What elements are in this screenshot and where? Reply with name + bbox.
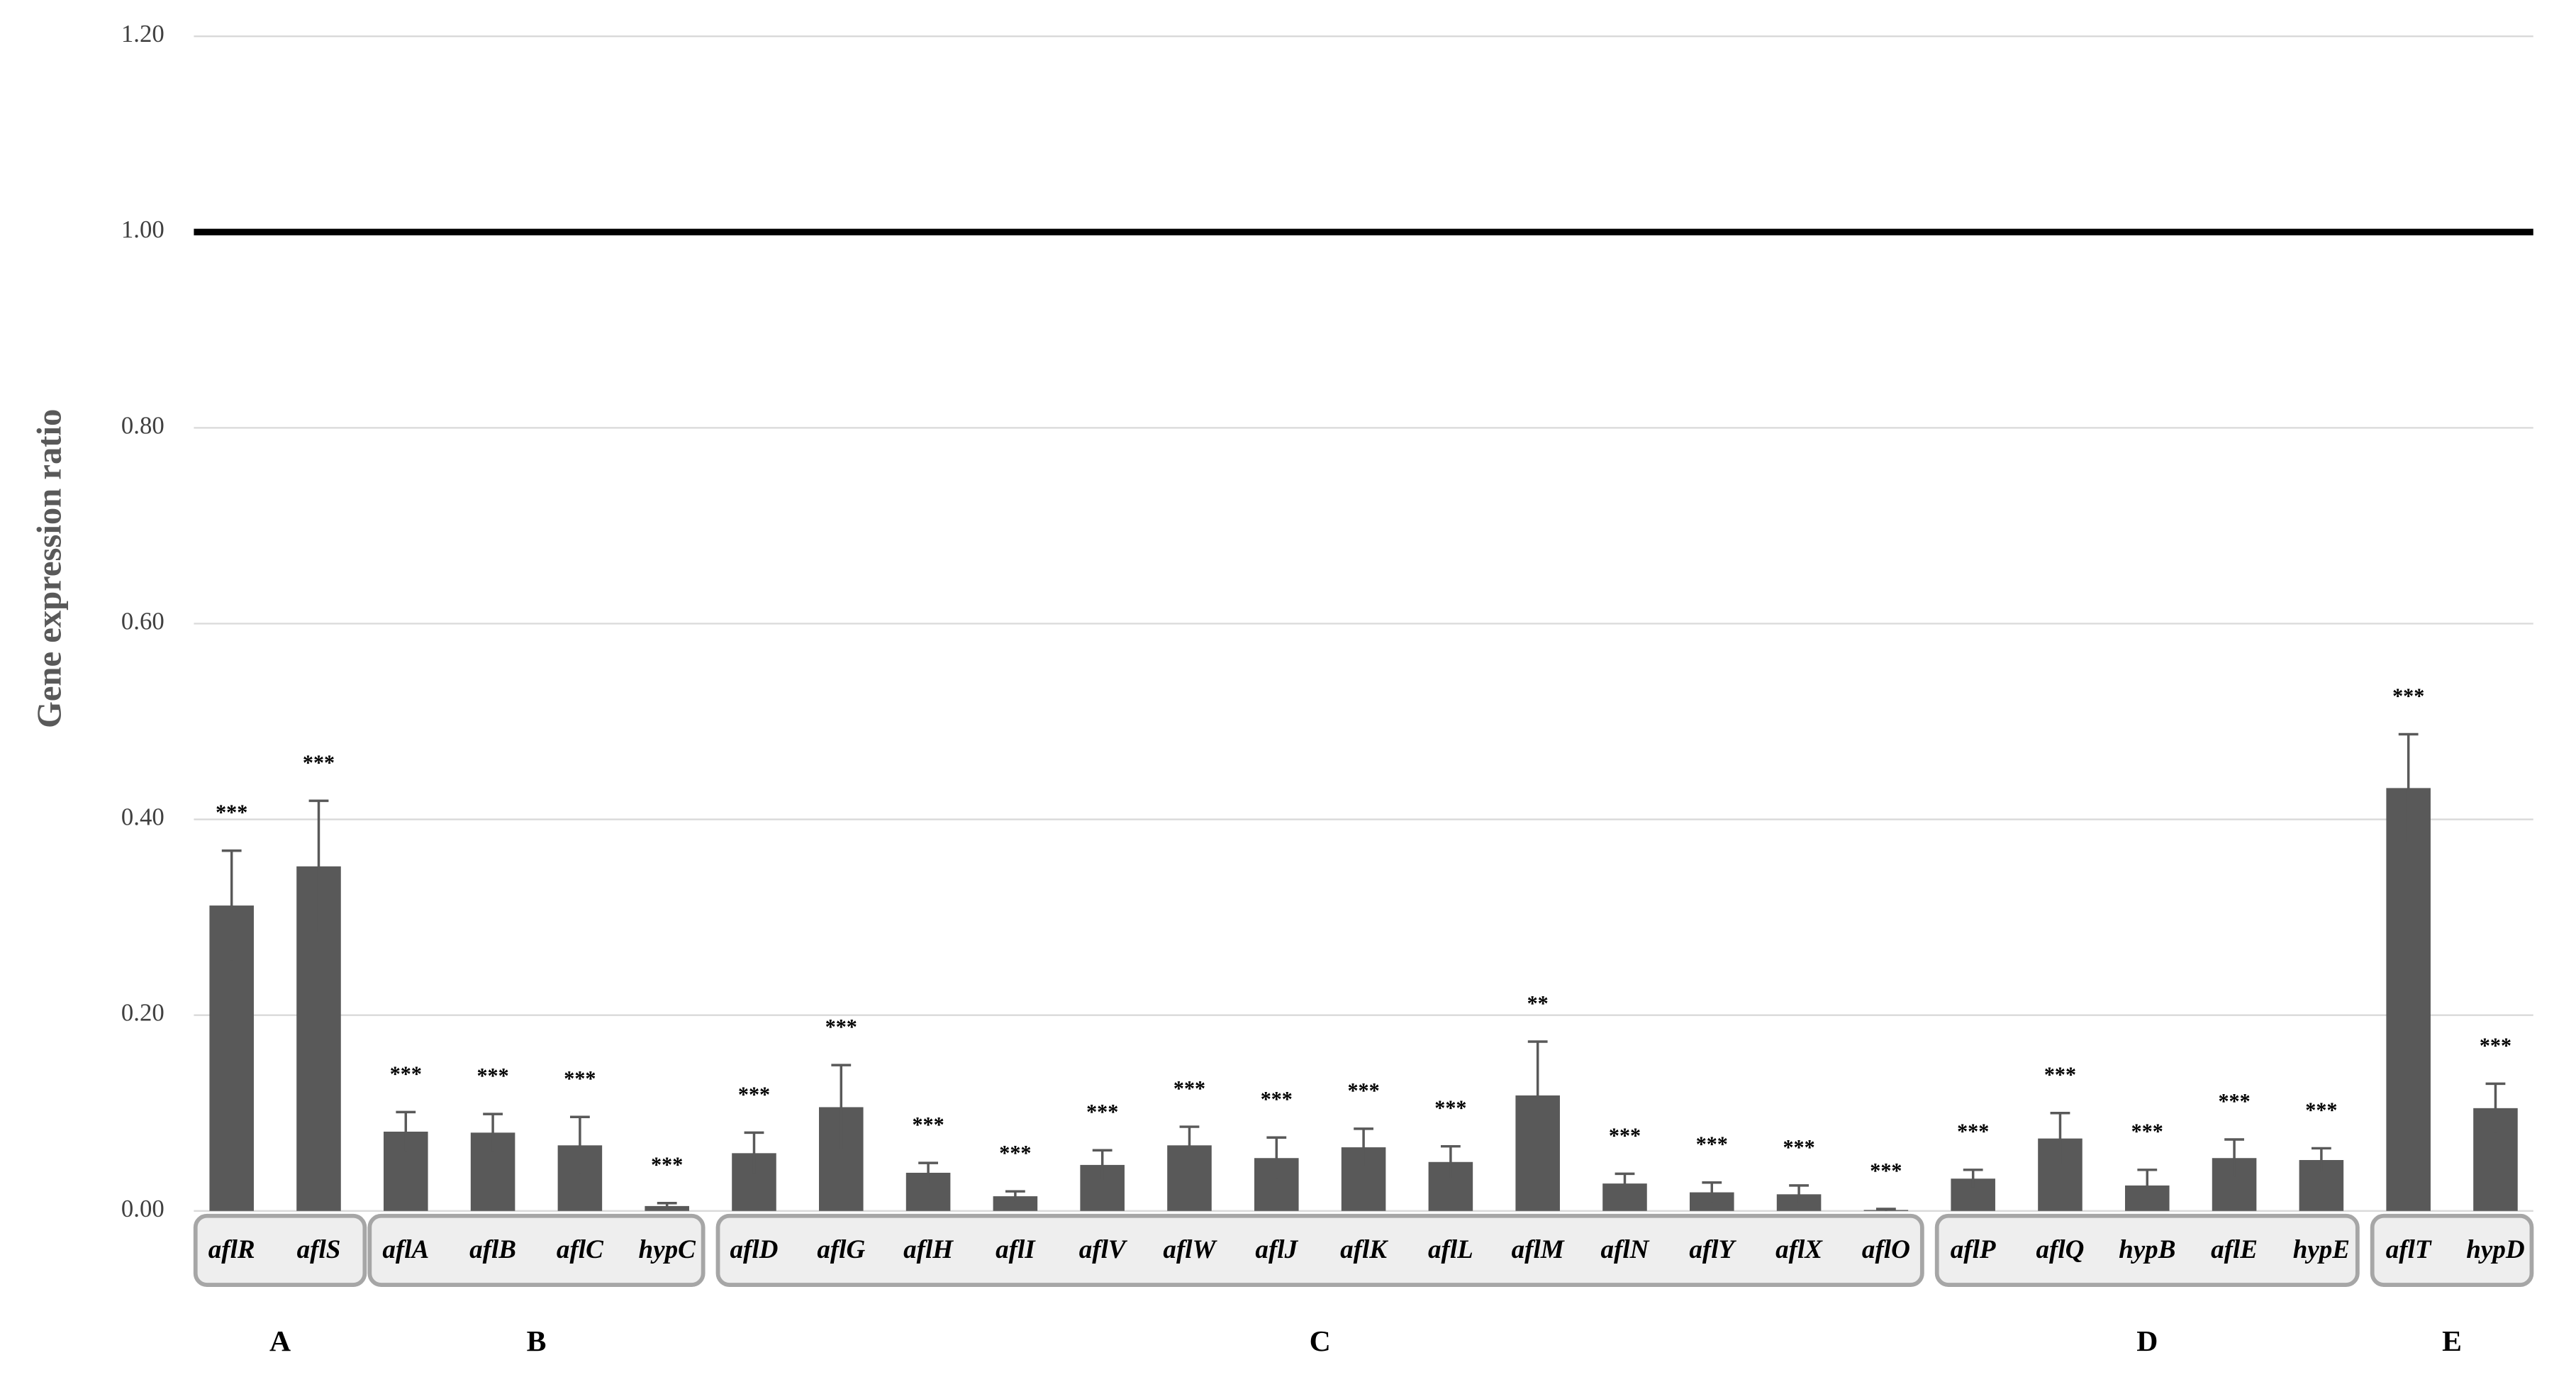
x-tick-label: aflC	[557, 1235, 604, 1264]
significance-label: ***	[1347, 1078, 1379, 1103]
x-tick-label: hypB	[2119, 1235, 2175, 1264]
y-tick-label: 0.00	[121, 1195, 165, 1222]
significance-label: ***	[1870, 1159, 1902, 1183]
bar	[993, 1196, 1038, 1211]
significance-label: ***	[1086, 1100, 1118, 1124]
significance-label: ***	[825, 1015, 857, 1039]
x-tick-label: aflK	[1340, 1235, 1388, 1264]
y-tick-label: 0.20	[121, 999, 165, 1027]
x-tick-label: aflP	[1951, 1235, 1996, 1264]
significance-label: ***	[651, 1153, 683, 1177]
significance-label: ***	[390, 1061, 422, 1086]
y-tick-label: 0.60	[121, 607, 165, 635]
x-tick-label: aflX	[1775, 1235, 1823, 1264]
group-label: C	[1310, 1325, 1331, 1358]
significance-label: ***	[2480, 1033, 2511, 1057]
bar	[2386, 788, 2431, 1211]
y-tick-label: 1.20	[121, 20, 165, 48]
significance-label: ***	[2305, 1098, 2337, 1122]
significance-label: ***	[2044, 1063, 2076, 1087]
group-box	[2370, 1213, 2534, 1287]
x-tick-label: hypE	[2293, 1235, 2350, 1264]
significance-label: ***	[1609, 1123, 1641, 1147]
significance-label: ***	[1957, 1120, 1989, 1144]
significance-label: ***	[1696, 1132, 1728, 1156]
significance-label: ***	[1783, 1135, 1814, 1159]
x-tick-label: aflO	[1862, 1235, 1910, 1264]
x-tick-label: aflR	[208, 1235, 255, 1264]
significance-label: ***	[564, 1066, 596, 1091]
x-tick-label: aflM	[1512, 1235, 1565, 1264]
group-box	[367, 1213, 706, 1287]
significance-label: ***	[216, 801, 247, 825]
x-tick-label: aflJ	[1255, 1235, 1298, 1264]
x-tick-label: aflT	[2386, 1235, 2432, 1264]
x-tick-label: aflA	[382, 1235, 429, 1264]
y-axis-label: Gene expression ratio	[30, 409, 68, 728]
significance-label: ***	[2218, 1089, 2250, 1113]
x-tick-label: hypD	[2466, 1235, 2524, 1264]
group-box	[715, 1213, 1924, 1287]
significance-label: ***	[2131, 1120, 2163, 1144]
significance-label: ***	[477, 1064, 509, 1088]
x-tick-label: aflI	[996, 1235, 1036, 1264]
significance-label: ***	[1173, 1076, 1205, 1100]
group-label: B	[527, 1325, 547, 1358]
x-tick-label: aflW	[1163, 1235, 1217, 1264]
significance-label: **	[1527, 991, 1549, 1015]
x-tick-label: aflE	[2211, 1235, 2258, 1264]
significance-label: ***	[303, 750, 335, 774]
group-box	[1934, 1213, 2360, 1287]
group-label: E	[2442, 1325, 2462, 1358]
x-tick-label: aflY	[1689, 1235, 1736, 1264]
significance-label: ***	[2392, 684, 2424, 708]
x-tick-label: hypC	[639, 1235, 697, 1264]
group-box	[193, 1213, 367, 1287]
x-tick-label: aflN	[1601, 1235, 1650, 1264]
x-tick-label: aflB	[469, 1235, 516, 1264]
y-tick-label: 1.00	[121, 216, 165, 243]
x-tick-label: aflL	[1428, 1235, 1473, 1264]
significance-label: ***	[738, 1082, 770, 1106]
significance-label: ***	[1434, 1096, 1466, 1120]
x-tick-label: aflG	[817, 1235, 865, 1264]
x-tick-label: aflH	[903, 1235, 954, 1264]
group-label: A	[269, 1325, 291, 1358]
x-tick-label: aflD	[730, 1235, 779, 1264]
significance-label: ***	[999, 1141, 1031, 1165]
group-label: D	[2136, 1325, 2158, 1358]
y-tick-label: 0.40	[121, 803, 165, 831]
x-tick-label: aflS	[297, 1235, 341, 1264]
significance-label: ***	[1261, 1087, 1293, 1111]
y-tick-label: 0.80	[121, 411, 165, 439]
significance-label: ***	[912, 1113, 944, 1137]
x-tick-label: aflQ	[2036, 1235, 2085, 1264]
x-tick-label: aflV	[1079, 1235, 1128, 1264]
